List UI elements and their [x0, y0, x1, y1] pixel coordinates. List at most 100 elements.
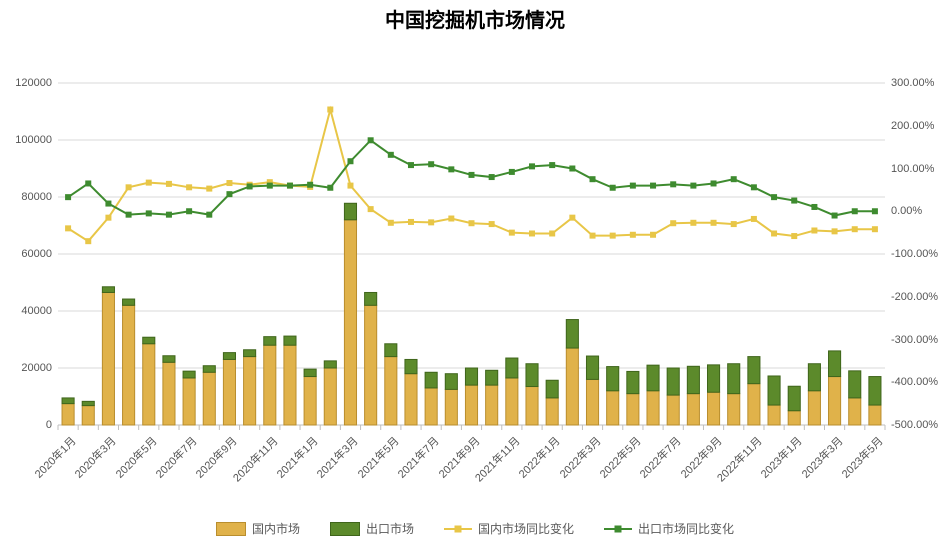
marker-国内市场同比变化 — [650, 232, 656, 238]
marker-出口市场同比变化 — [186, 208, 192, 214]
marker-出口市场同比变化 — [751, 184, 757, 190]
marker-国内市场同比变化 — [206, 186, 212, 192]
legend-label: 出口市场 — [366, 520, 414, 537]
bar-国内市场 — [244, 357, 256, 425]
legend-item: 国内市场 — [216, 520, 300, 537]
bar-国内市场 — [667, 395, 679, 425]
bar-出口市场 — [284, 336, 296, 345]
bar-出口市场 — [506, 358, 518, 378]
marker-国内市场同比变化 — [610, 233, 616, 239]
bar-国内市场 — [728, 394, 740, 425]
marker-国内市场同比变化 — [469, 220, 475, 226]
bar-国内市场 — [385, 357, 397, 425]
bar-国内市场 — [143, 344, 155, 425]
bar-国内市场 — [304, 377, 316, 425]
legend-item: 出口市场 — [330, 520, 414, 537]
marker-出口市场同比变化 — [287, 183, 293, 189]
bar-国内市场 — [829, 377, 841, 425]
bar-出口市场 — [304, 369, 316, 376]
bar-出口市场 — [264, 337, 276, 346]
marker-国内市场同比变化 — [126, 184, 132, 190]
bar-出口市场 — [788, 386, 800, 411]
marker-出口市场同比变化 — [166, 212, 172, 218]
marker-国内市场同比变化 — [186, 184, 192, 190]
marker-国内市场同比变化 — [549, 230, 555, 236]
bar-出口市场 — [405, 359, 417, 373]
marker-出口市场同比变化 — [872, 208, 878, 214]
bar-国内市场 — [707, 392, 719, 425]
chart-container: 020000400006000080000100000120000-500.00… — [0, 33, 950, 520]
marker-出口市场同比变化 — [146, 210, 152, 216]
marker-出口市场同比变化 — [529, 163, 535, 169]
marker-国内市场同比变化 — [832, 228, 838, 234]
bar-出口市场 — [768, 376, 780, 405]
chart-title: 中国挖掘机市场情况 — [0, 0, 950, 33]
bar-国内市场 — [365, 305, 377, 425]
bar-国内市场 — [62, 404, 74, 425]
marker-出口市场同比变化 — [509, 169, 515, 175]
legend-label: 出口市场同比变化 — [638, 520, 734, 537]
marker-出口市场同比变化 — [832, 213, 838, 219]
marker-出口市场同比变化 — [711, 180, 717, 186]
bar-出口市场 — [365, 292, 377, 305]
marker-国内市场同比变化 — [388, 220, 394, 226]
marker-国内市场同比变化 — [670, 220, 676, 226]
marker-出口市场同比变化 — [610, 185, 616, 191]
marker-出口市场同比变化 — [368, 137, 374, 143]
bar-国内市场 — [627, 394, 639, 425]
bar-国内市场 — [102, 292, 114, 425]
marker-国内市场同比变化 — [751, 216, 757, 222]
bar-国内市场 — [768, 405, 780, 425]
marker-出口市场同比变化 — [307, 182, 313, 188]
marker-出口市场同比变化 — [489, 174, 495, 180]
legend-item: 国内市场同比变化 — [444, 520, 574, 537]
marker-国内市场同比变化 — [146, 180, 152, 186]
legend-swatch-line — [444, 523, 472, 535]
bar-出口市场 — [183, 371, 195, 378]
marker-国内市场同比变化 — [408, 219, 414, 225]
marker-国内市场同比变化 — [630, 232, 636, 238]
marker-出口市场同比变化 — [690, 183, 696, 189]
bar-国内市场 — [123, 305, 135, 425]
bar-国内市场 — [445, 389, 457, 425]
legend-label: 国内市场同比变化 — [478, 520, 574, 537]
bar-出口市场 — [829, 351, 841, 377]
bar-国内市场 — [405, 374, 417, 425]
bar-国内市场 — [808, 391, 820, 425]
bar-出口市场 — [586, 356, 598, 379]
legend: 国内市场 出口市场 国内市场同比变化 出口市场同比变化 — [0, 520, 950, 537]
marker-出口市场同比变化 — [65, 194, 71, 200]
marker-出口市场同比变化 — [85, 180, 91, 186]
marker-国内市场同比变化 — [771, 230, 777, 236]
marker-国内市场同比变化 — [509, 230, 515, 236]
bar-出口市场 — [143, 337, 155, 344]
marker-国内市场同比变化 — [85, 238, 91, 244]
marker-国内市场同比变化 — [65, 225, 71, 231]
marker-国内市场同比变化 — [368, 206, 374, 212]
marker-国内市场同比变化 — [105, 215, 111, 221]
bar-国内市场 — [425, 388, 437, 425]
marker-国内市场同比变化 — [811, 227, 817, 233]
bar-出口市场 — [203, 366, 215, 373]
bar-国内市场 — [687, 394, 699, 425]
bar-出口市场 — [667, 368, 679, 395]
bar-国内市场 — [586, 379, 598, 425]
bar-出口市场 — [707, 365, 719, 392]
marker-出口市场同比变化 — [408, 162, 414, 168]
bar-国内市场 — [163, 362, 175, 425]
bar-出口市场 — [728, 364, 740, 394]
marker-出口市场同比变化 — [650, 183, 656, 189]
legend-swatch-bar — [330, 522, 360, 536]
bar-国内市场 — [465, 385, 477, 425]
bar-出口市场 — [546, 380, 558, 398]
bar-出口市场 — [123, 299, 135, 305]
bar-出口市场 — [647, 365, 659, 391]
marker-国内市场同比变化 — [852, 226, 858, 232]
bar-国内市场 — [344, 220, 356, 425]
bar-出口市场 — [62, 398, 74, 404]
marker-国内市场同比变化 — [872, 226, 878, 232]
legend-swatch-line — [604, 523, 632, 535]
bar-国内市场 — [82, 406, 94, 425]
marker-出口市场同比变化 — [469, 172, 475, 178]
bar-出口市场 — [627, 371, 639, 393]
